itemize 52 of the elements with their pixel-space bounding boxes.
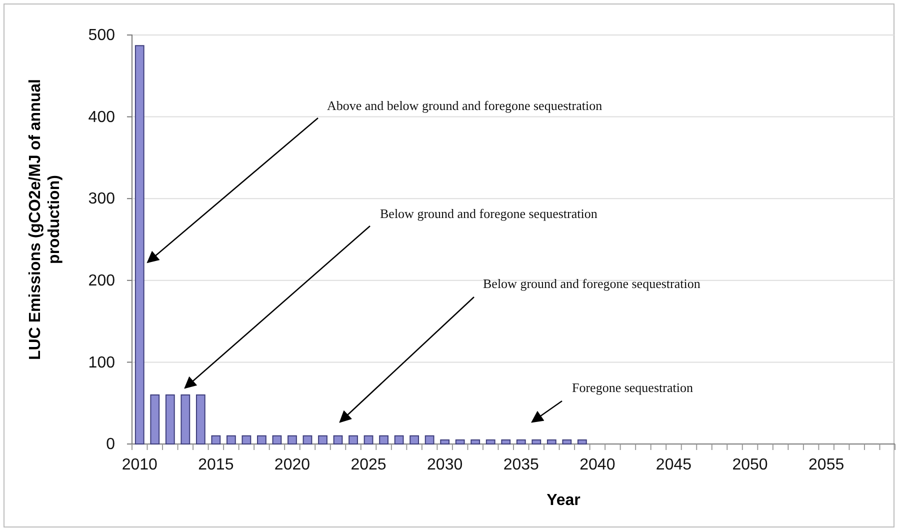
annotation: Foregone sequestration bbox=[572, 380, 694, 395]
bar bbox=[288, 435, 297, 444]
bar bbox=[226, 435, 236, 444]
x-tick-label: 2045 bbox=[656, 456, 692, 474]
bar bbox=[486, 439, 496, 444]
bar bbox=[470, 439, 480, 444]
bar bbox=[532, 439, 542, 444]
y-tick-label: 200 bbox=[88, 272, 116, 290]
y-tick-label: 400 bbox=[88, 108, 116, 126]
bar bbox=[257, 435, 266, 444]
bar bbox=[440, 439, 450, 444]
x-tick-label: 2035 bbox=[503, 456, 540, 474]
x-tick-label: 2050 bbox=[732, 456, 768, 474]
bar bbox=[180, 394, 190, 444]
bar bbox=[196, 394, 206, 444]
bar bbox=[562, 439, 572, 444]
bar bbox=[333, 435, 343, 444]
x-tick-label: 2010 bbox=[122, 456, 158, 474]
bar bbox=[379, 435, 388, 444]
y-tick-label: 100 bbox=[88, 354, 116, 372]
bar bbox=[516, 439, 526, 444]
annotation: Below ground and foregone sequestration bbox=[483, 276, 701, 291]
bar bbox=[302, 435, 312, 444]
bar bbox=[242, 435, 252, 444]
bar bbox=[348, 435, 358, 444]
bar bbox=[134, 45, 144, 444]
bar bbox=[364, 435, 374, 444]
bar bbox=[455, 439, 465, 444]
bar bbox=[165, 394, 175, 444]
x-tick-label: 2040 bbox=[580, 456, 616, 474]
bar bbox=[211, 435, 221, 444]
y-tick-label: 0 bbox=[106, 436, 116, 454]
x-tick-label: 2025 bbox=[350, 456, 386, 474]
annotation: Above and below ground and foregone sequestration bbox=[327, 98, 603, 113]
bar bbox=[150, 394, 160, 444]
annotation: Below ground and foregone sequestration bbox=[380, 206, 598, 221]
x-tick-label: 2020 bbox=[274, 456, 310, 474]
bar bbox=[272, 435, 282, 444]
y-tick-label: 500 bbox=[88, 27, 116, 44]
bar bbox=[410, 435, 420, 444]
bar bbox=[501, 439, 511, 444]
y-tick-label: 300 bbox=[88, 190, 116, 208]
x-tick-label: 2030 bbox=[427, 456, 463, 474]
bar bbox=[394, 435, 404, 444]
bar bbox=[546, 439, 556, 444]
bar bbox=[318, 435, 328, 444]
bar bbox=[577, 439, 587, 444]
x-tick-label: 2015 bbox=[198, 456, 234, 474]
bar bbox=[424, 435, 434, 444]
x-tick-label: 2055 bbox=[808, 456, 844, 474]
y-axis-title: LUC Emissions (gCO2e/MJ of annual production) bbox=[27, 79, 63, 360]
x-axis-title: Year bbox=[546, 492, 580, 509]
